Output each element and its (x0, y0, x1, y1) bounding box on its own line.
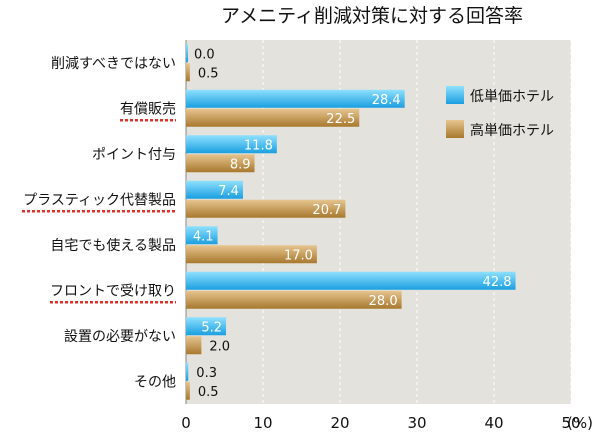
bar-low (186, 226, 218, 245)
category-label: その他 (134, 374, 176, 390)
legend-label: 低単価ホテル (470, 89, 554, 105)
legend-swatch (446, 120, 464, 138)
data-label: 22.5 (326, 112, 355, 127)
bar-low (186, 44, 188, 63)
bar-high (186, 108, 360, 127)
category-label: ポイント付与 (92, 147, 176, 163)
data-label: 42.8 (483, 275, 512, 290)
x-tick-label: 50 (561, 414, 580, 432)
bar-low (186, 89, 405, 108)
data-label: 7.4 (218, 184, 239, 199)
data-label: 4.1 (193, 229, 214, 244)
data-label: 28.4 (372, 93, 401, 108)
category-label: 自宅でも使える製品 (50, 237, 176, 254)
data-label: 0.5 (198, 66, 219, 81)
bar-high (186, 290, 402, 309)
bar-low (186, 362, 189, 381)
data-label: 0.5 (198, 385, 219, 400)
data-label: 0.3 (196, 366, 217, 381)
data-label: 17.0 (284, 248, 313, 263)
x-axis-unit: (%) (567, 414, 593, 432)
category-label: フロントで受け取り (50, 283, 176, 299)
legend-label: 高単価ホテル (470, 122, 554, 139)
x-tick-label: 10 (253, 414, 272, 432)
bar-high (186, 336, 202, 355)
chart-title: アメニティ削減対策に対する回答率 (221, 5, 523, 27)
bar-high (186, 245, 317, 264)
bar-low (186, 180, 243, 199)
bar-low (186, 271, 516, 290)
category-label: 削減すべきではない (51, 55, 176, 72)
bar-low (186, 317, 227, 336)
data-label: 20.7 (312, 203, 341, 218)
bar-high (186, 154, 255, 173)
x-tick-label: 40 (484, 414, 503, 432)
bar-high (186, 381, 190, 400)
x-tick-label: 20 (330, 414, 349, 432)
bar-high (186, 199, 346, 218)
category-label: 設置の必要がない (64, 329, 176, 345)
data-label: 5.2 (201, 320, 222, 335)
x-tick-label: 0 (181, 414, 191, 432)
bar-high (186, 63, 190, 82)
data-label: 8.9 (230, 157, 251, 172)
data-label: 2.0 (209, 339, 230, 354)
x-tick-label: 30 (407, 414, 426, 432)
category-label: プラスティック代替製品 (23, 192, 176, 208)
bar-low (186, 135, 277, 154)
category-label: 有償販売 (120, 101, 176, 117)
data-label: 0.0 (194, 47, 215, 62)
legend-swatch (446, 86, 464, 104)
data-label: 28.0 (369, 294, 398, 309)
data-label: 11.8 (244, 138, 273, 153)
